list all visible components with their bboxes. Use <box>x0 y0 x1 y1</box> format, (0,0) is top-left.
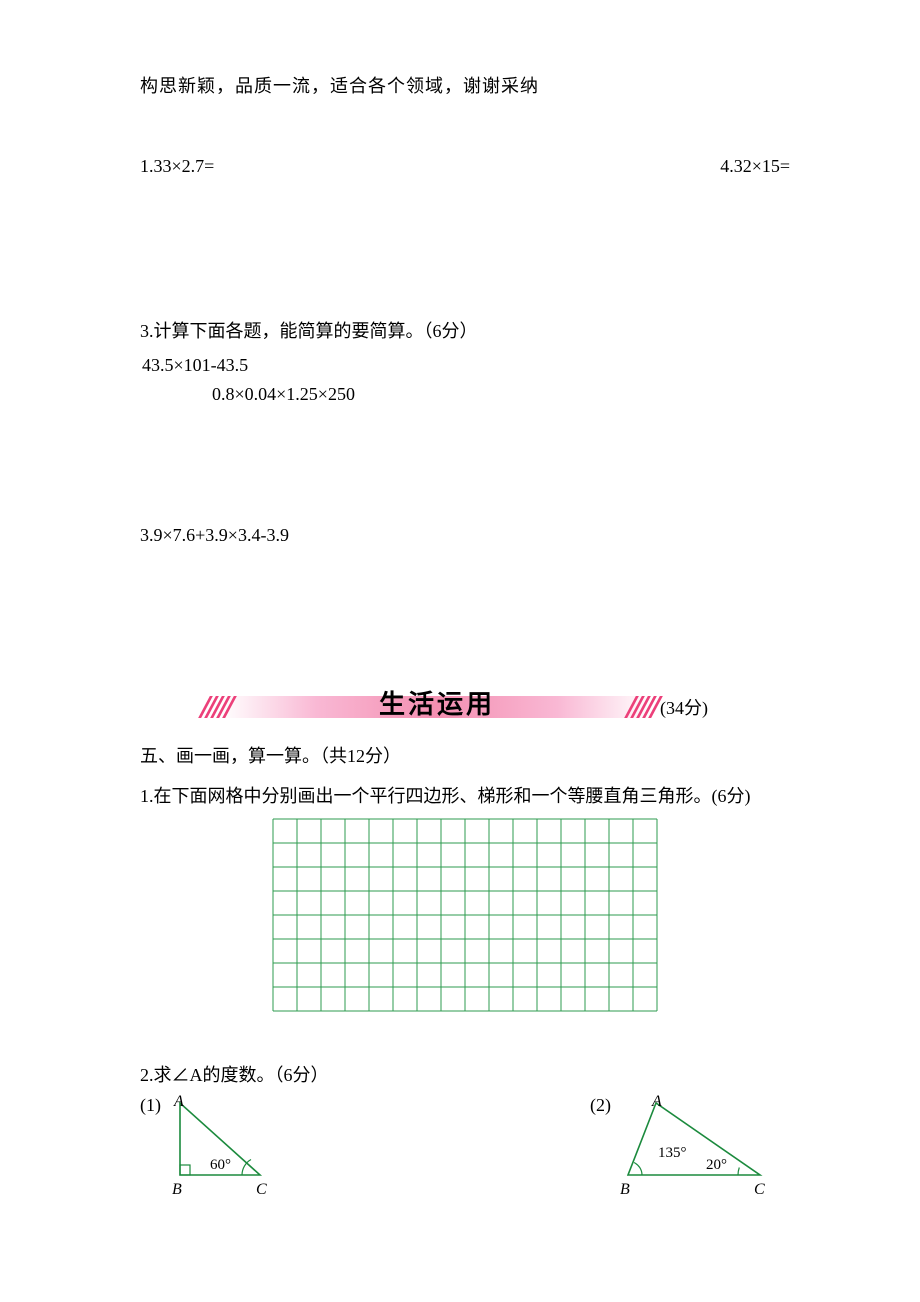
section5-title: 五、画一画，算一算。（共12分） <box>140 742 790 768</box>
equation-right: 4.32×15= <box>720 156 790 177</box>
grid-wrap <box>140 818 790 1017</box>
triangle2-block: (2) A B C 135° 20° <box>590 1095 780 1205</box>
section-banner: 生活运用 <box>222 686 652 720</box>
q3-expr2: 0.8×0.04×1.25×250 <box>212 384 790 405</box>
q3-expr1: 43.5×101-43.5 <box>142 355 790 376</box>
q3-title: 3.计算下面各题，能简算的要简算。（6分） <box>140 317 790 343</box>
banner-title: 生活运用 <box>222 684 652 721</box>
tri1-angle-C: 60° <box>210 1157 231 1174</box>
triangle-row: (1) A B C 60° (2) A B C 135° 20° <box>140 1095 790 1205</box>
section-banner-wrap: 生活运用 (34分) <box>140 686 790 720</box>
header-note: 构思新颖，品质一流，适合各个领域，谢谢采纳 <box>140 72 790 98</box>
tri2-label-A: A <box>652 1093 662 1111</box>
tri2-angle-C: 20° <box>706 1157 727 1174</box>
tri2-label-C: C <box>754 1181 765 1199</box>
tri1-label-B: B <box>172 1181 182 1199</box>
tri1-label-C: C <box>256 1181 267 1199</box>
tri2-angle-B: 135° <box>658 1145 687 1162</box>
q1-text: 1.在下面网格中分别画出一个平行四边形、梯形和一个等腰直角三角形。(6分) <box>140 782 790 808</box>
q2-text: 2.求∠A的度数。（6分） <box>140 1061 790 1087</box>
triangle1-block: (1) A B C 60° <box>140 1095 330 1205</box>
tri2-label-B: B <box>620 1181 630 1199</box>
tri1-subnum: (1) <box>140 1095 161 1116</box>
triangle1-figure <box>170 1097 290 1197</box>
q3-expr3: 3.9×7.6+3.9×3.4-3.9 <box>140 525 790 546</box>
tri2-subnum: (2) <box>590 1095 611 1116</box>
equation-left: 1.33×2.7= <box>140 156 214 177</box>
tri1-label-A: A <box>174 1093 184 1111</box>
answer-grid <box>272 818 658 1012</box>
equation-row: 1.33×2.7= 4.32×15= <box>140 156 790 177</box>
